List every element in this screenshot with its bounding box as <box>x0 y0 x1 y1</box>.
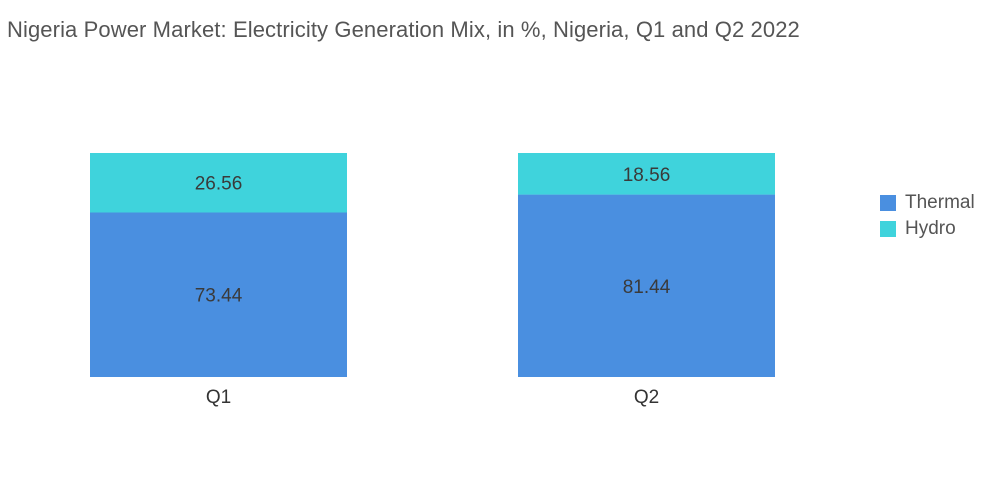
x-tick-label-q1: Q1 <box>206 387 231 408</box>
legend-swatch-hydro <box>880 221 896 237</box>
bar-thermal-q2 <box>518 194 775 377</box>
legend-label-thermal: Thermal <box>905 192 975 213</box>
bar-hydro-q1 <box>90 153 347 213</box>
legend-item-thermal: Thermal <box>880 190 975 216</box>
data-label-thermal-q1: 73.44 <box>195 286 243 307</box>
chart-legend: Thermal Hydro <box>880 190 975 242</box>
chart-title: Nigeria Power Market: Electricity Genera… <box>7 17 800 42</box>
legend-label-hydro: Hydro <box>905 218 956 239</box>
data-label-thermal-q2: 81.44 <box>623 277 671 298</box>
legend-item-hydro: Hydro <box>880 216 975 242</box>
data-label-hydro-q1: 26.56 <box>195 174 243 195</box>
data-label-hydro-q2: 18.56 <box>623 165 671 186</box>
legend-swatch-thermal <box>880 195 896 211</box>
bar-hydro-q2 <box>518 153 775 195</box>
x-tick-label-q2: Q2 <box>634 387 659 408</box>
bar-thermal-q1 <box>90 212 347 377</box>
